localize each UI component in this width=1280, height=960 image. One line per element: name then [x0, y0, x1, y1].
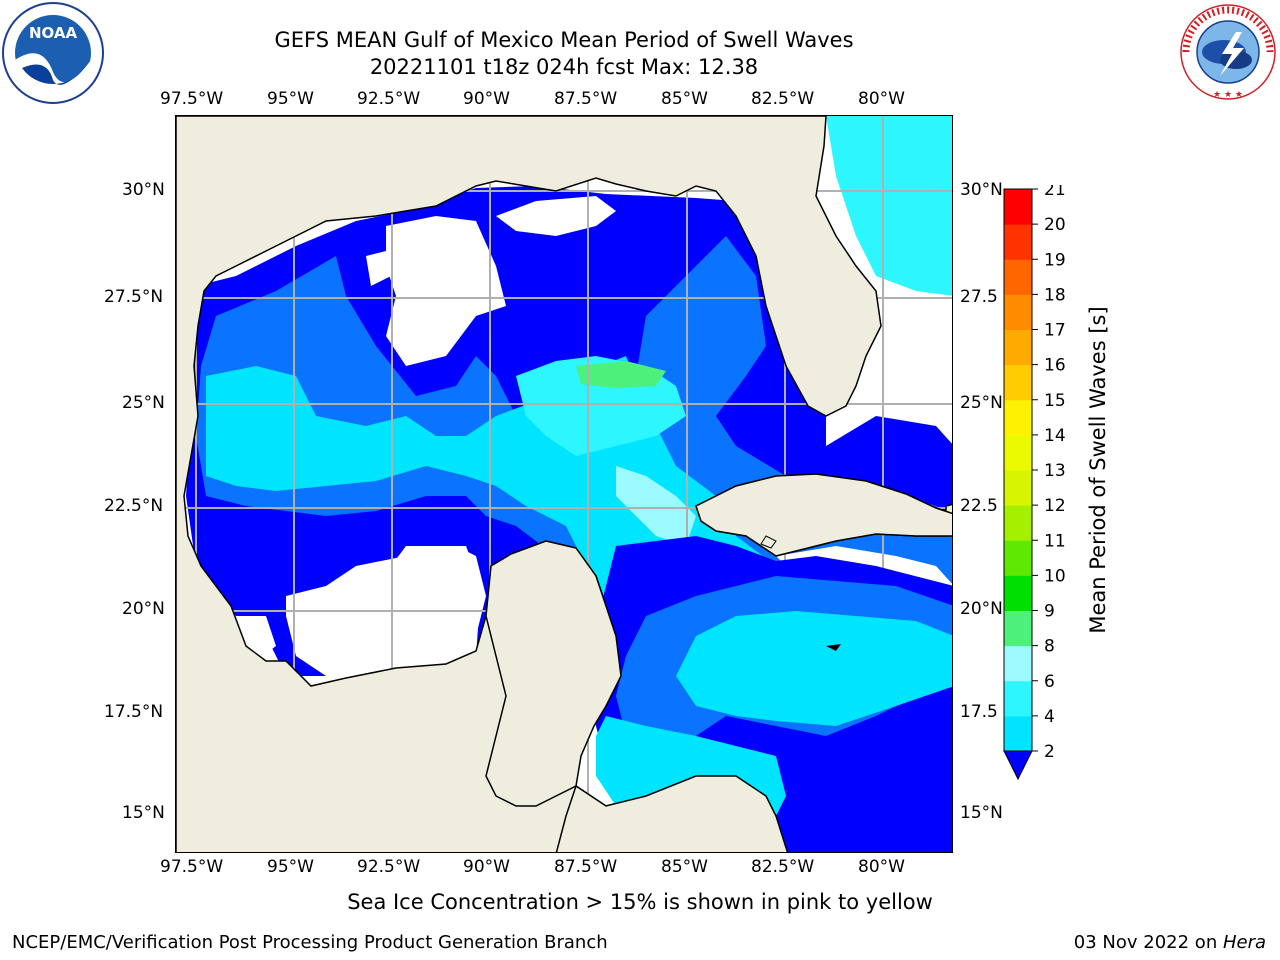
lat-label-right-2: 27.5 [960, 287, 998, 307]
lat-label-left-1: 30°N [122, 180, 165, 200]
colorbar-band [1004, 434, 1032, 471]
colorbar-band [1004, 224, 1032, 260]
colorbar-band [1004, 575, 1032, 611]
sea-ice-note: Sea Ice Concentration > 15% is shown in … [347, 890, 933, 914]
lon-label-bottom-1: 97.5°W [160, 857, 224, 877]
lat-label-right-6: 17.5 [960, 702, 998, 722]
lat-label-left-7: 15°N [122, 803, 165, 823]
nws-logo: ★ ★ ★ [1178, 2, 1278, 102]
lat-label-right-5: 20°N [960, 599, 1003, 619]
lat-label-left-5: 20°N [122, 599, 165, 619]
colorbar-tick-label: 15 [1044, 391, 1066, 411]
lat-label-right-3: 25°N [960, 393, 1003, 413]
lon-label-bottom-3: 92.5°W [357, 857, 421, 877]
lat-label-left-2: 27.5°N [104, 287, 164, 307]
lat-label-right-1: 30°N [960, 180, 1003, 200]
lon-label-top-6: 85°W [661, 89, 708, 109]
colorbar-band [1004, 505, 1032, 541]
colorbar-band [1004, 329, 1032, 366]
lon-label-top-8: 80°W [858, 89, 905, 109]
lat-label-right-7: 15°N [960, 803, 1003, 823]
map-area [175, 115, 953, 853]
lon-label-bottom-5: 87.5°W [554, 857, 618, 877]
colorbar-band [1004, 715, 1032, 752]
footer-date-text: 03 Nov 2022 on [1073, 932, 1223, 953]
noaa-logo: NOAA [2, 2, 104, 104]
svg-text:★ ★ ★: ★ ★ ★ [1213, 90, 1243, 100]
colorbar-tick-label: 6 [1044, 672, 1055, 692]
colorbar-tick-label: 11 [1044, 531, 1066, 551]
footer-host: Hera [1222, 932, 1266, 953]
colorbar-under-arrow [1003, 750, 1033, 781]
lon-label-bottom-4: 90°W [463, 857, 510, 877]
lon-label-bottom-2: 95°W [267, 857, 314, 877]
colorbar-band [1004, 364, 1032, 401]
colorbar-label: Mean Period of Swell Waves [s] [1086, 306, 1110, 634]
colorbar-tick-label: 20 [1044, 215, 1066, 235]
colorbar-band [1004, 645, 1032, 682]
colorbar-band [1004, 294, 1032, 330]
chart-subtitle: 20221101 t18z 024h fcst Max: 12.38 [369, 55, 759, 79]
lon-label-top-5: 87.5°W [554, 89, 618, 109]
lon-label-top-1: 97.5°W [160, 89, 224, 109]
colorbar-tick-label: 8 [1044, 637, 1055, 657]
colorbar-band [1004, 189, 1032, 225]
colorbar-band [1004, 610, 1032, 647]
lon-label-top-4: 90°W [463, 89, 510, 109]
lon-label-bottom-7: 82.5°W [751, 857, 815, 877]
lat-label-left-3: 25°N [122, 393, 165, 413]
colorbar: 2 4 6 8 9 10 11 12 13 14 15 16 17 18 19 20 21 [1000, 180, 1080, 785]
lon-label-bottom-8: 80°W [858, 857, 905, 877]
chart-title: GEFS MEAN Gulf of Mexico Mean Period of … [274, 28, 854, 52]
lon-label-bottom-6: 85°W [661, 857, 708, 877]
colorbar-tick-label: 10 [1044, 566, 1066, 586]
colorbar-tick-label: 9 [1044, 602, 1055, 622]
colorbar-band [1004, 540, 1032, 576]
colorbar-tick-label: 18 [1044, 285, 1066, 305]
noaa-logo-text: NOAA [29, 24, 78, 42]
colorbar-band [1004, 470, 1032, 506]
footer-credit: NCEP/EMC/Verification Post Processing Pr… [12, 932, 608, 953]
colorbar-band [1004, 259, 1032, 295]
colorbar-tick-label: 13 [1044, 461, 1066, 481]
lon-label-top-3: 92.5°W [357, 89, 421, 109]
footer-date: 03 Nov 2022 on Hera [1074, 932, 1266, 953]
lat-label-right-4: 22.5 [960, 496, 998, 516]
colorbar-tick-label: 21 [1044, 185, 1066, 200]
colorbar-band [1004, 399, 1032, 436]
colorbar-band [1004, 680, 1032, 717]
colorbar-tick-label: 19 [1044, 250, 1066, 270]
colorbar-tick-label: 4 [1044, 707, 1055, 727]
colorbar-tick-label: 16 [1044, 356, 1066, 376]
lon-label-top-2: 95°W [267, 89, 314, 109]
colorbar-tick-label: 12 [1044, 496, 1066, 516]
lon-label-top-7: 82.5°W [751, 89, 815, 109]
colorbar-tick-label: 14 [1044, 426, 1066, 446]
colorbar-tick-label: 2 [1044, 742, 1055, 762]
lat-label-left-6: 17.5°N [104, 702, 164, 722]
lat-label-left-4: 22.5°N [104, 496, 164, 516]
colorbar-tick-label: 17 [1044, 321, 1066, 341]
